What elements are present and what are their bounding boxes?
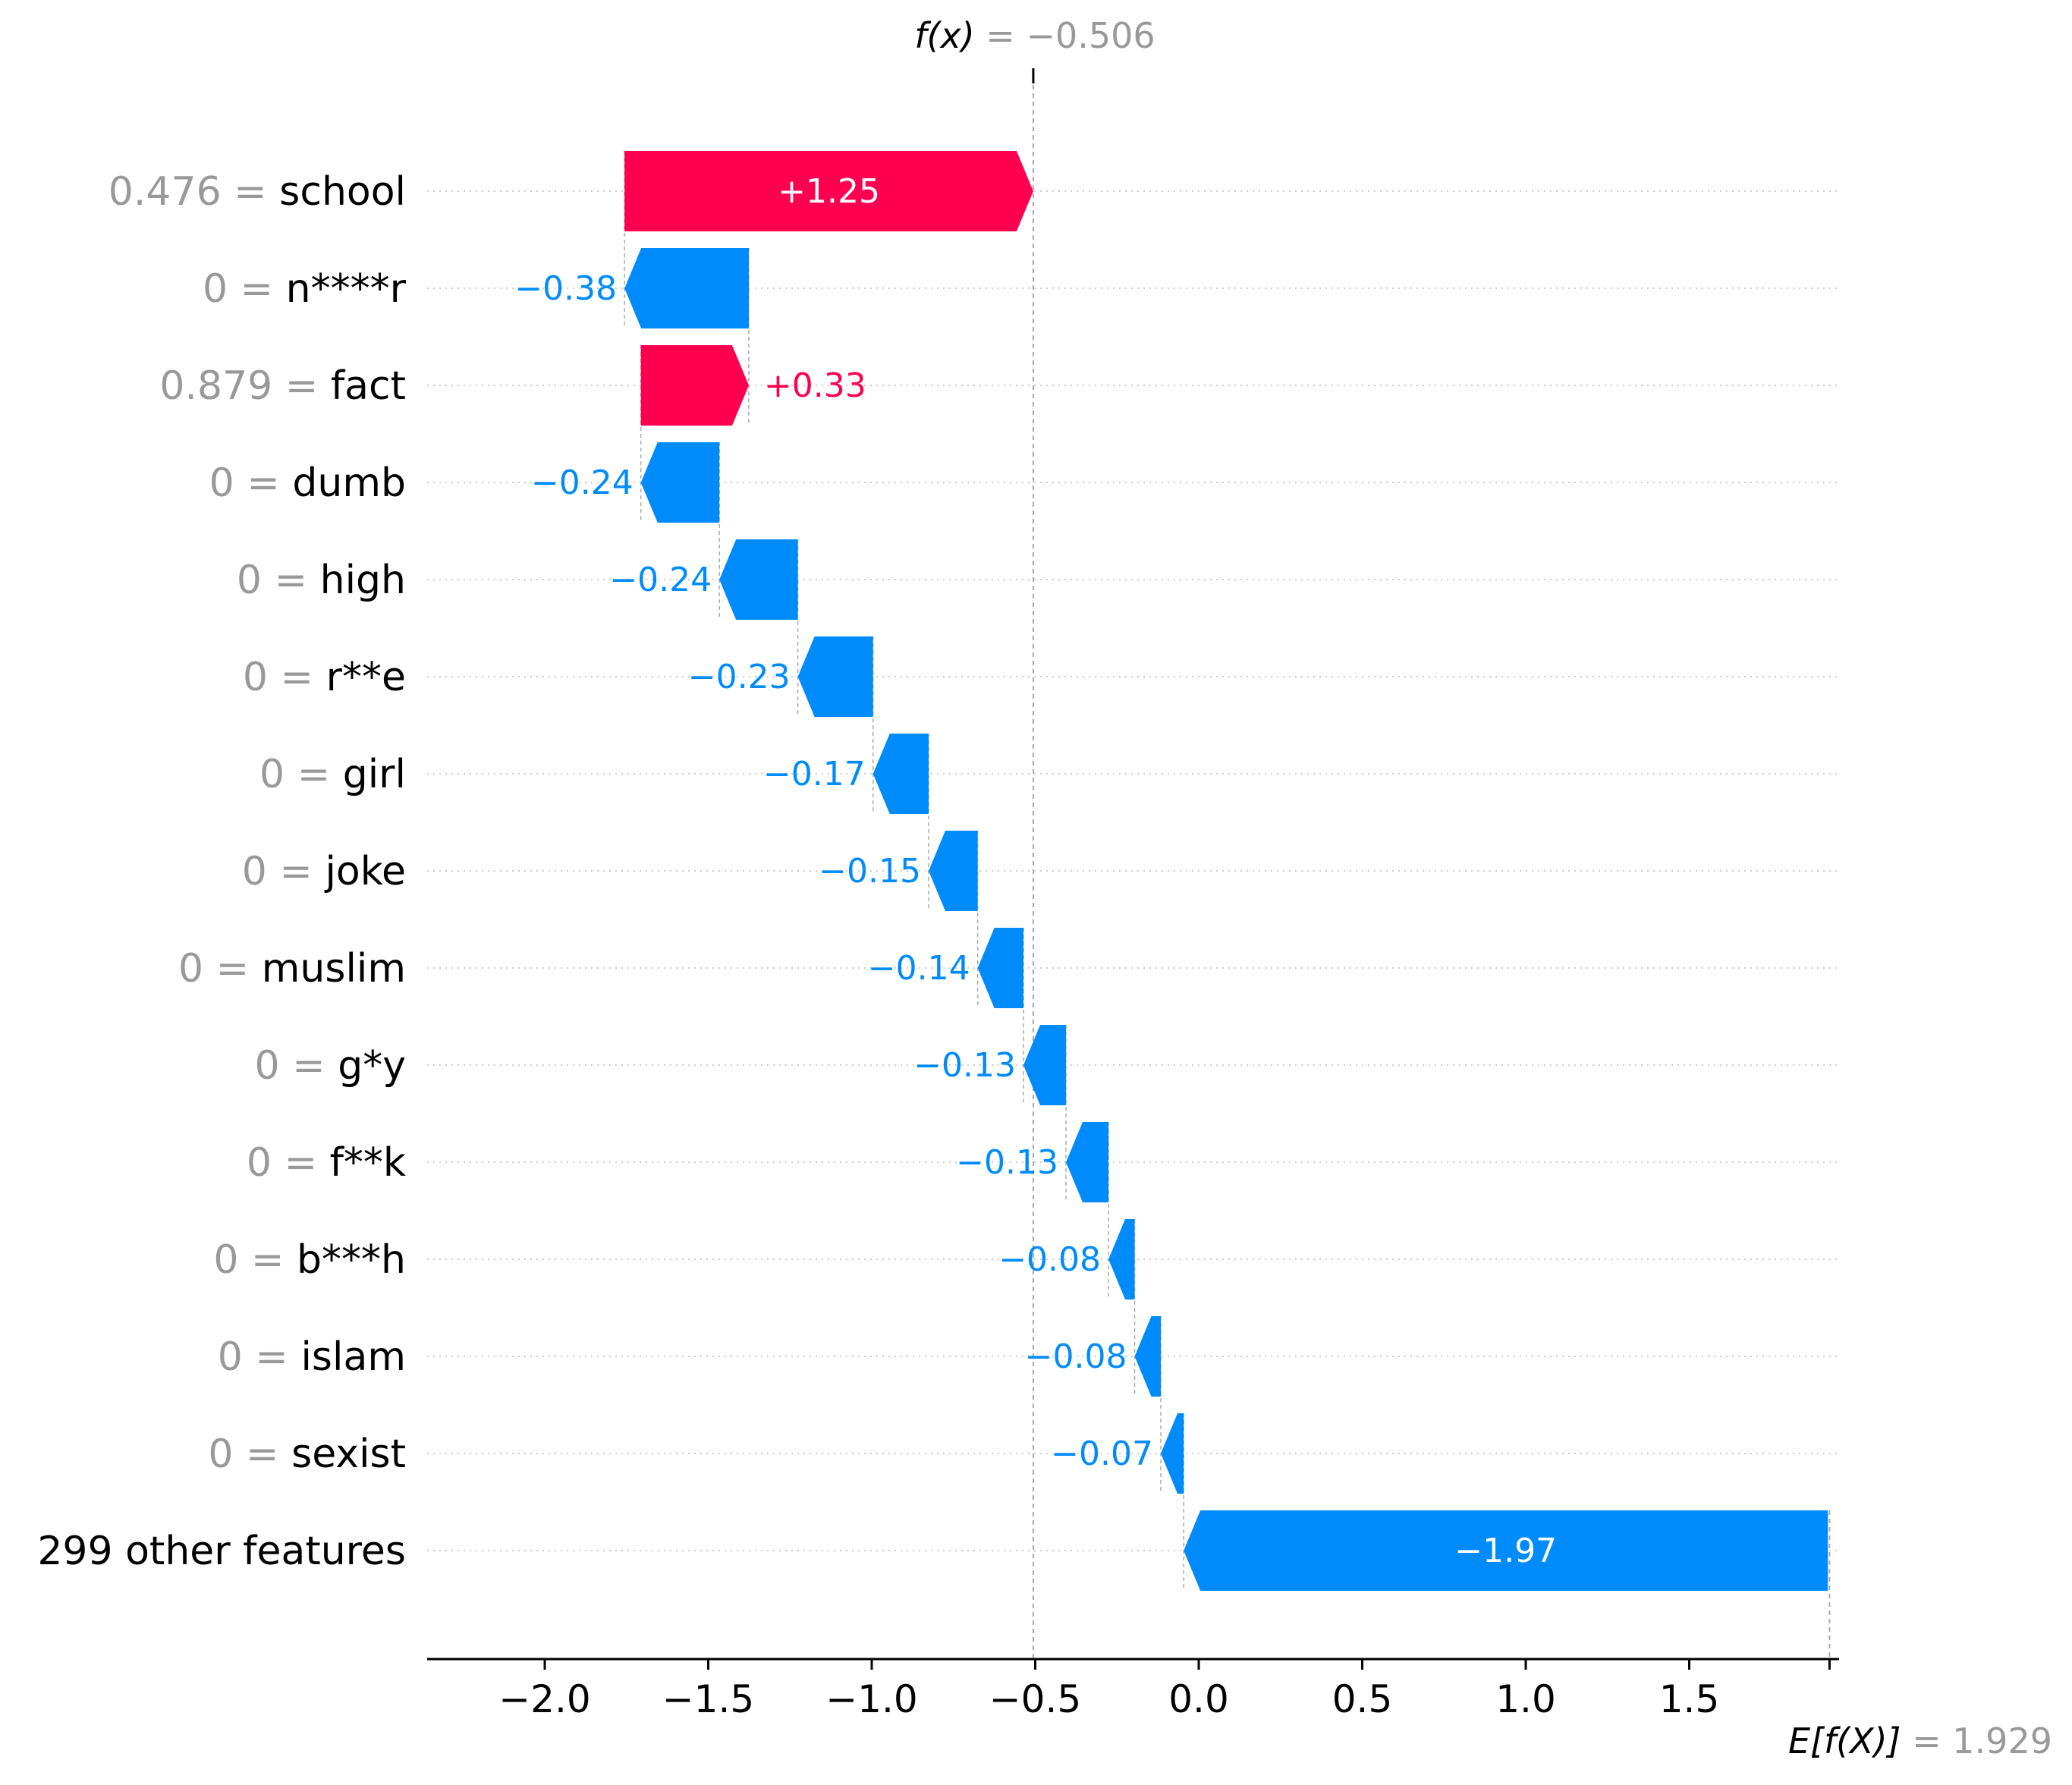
feature-name: sexist <box>291 1431 406 1477</box>
contribution-bar-9 <box>977 928 1023 1008</box>
contribution-label-1: +1.25 <box>778 172 880 211</box>
contribution-label-11: −0.13 <box>956 1143 1058 1182</box>
feature-name: islam <box>300 1334 406 1380</box>
feature-value: 0 = <box>218 1334 301 1380</box>
contribution-bar-10 <box>1023 1025 1067 1105</box>
contribution-bar-8 <box>928 831 978 911</box>
contribution-label-12: −0.08 <box>998 1240 1101 1279</box>
feature-value: 0 = <box>213 1237 297 1283</box>
feature-label-2: 0 = n****r <box>203 266 407 312</box>
contribution-bar-12 <box>1108 1219 1135 1299</box>
contribution-label-10: −0.13 <box>913 1046 1016 1085</box>
contribution-bar-1 <box>624 151 1033 231</box>
contribution-bar-11 <box>1066 1122 1109 1202</box>
feature-name: b***h <box>297 1237 406 1283</box>
x-axis: −2.0 −1.5 −1.0 −0.5 0.0 0.5 1.0 1.5 <box>427 1658 1839 1721</box>
base-value-label: E[f(X)] = 1.929 <box>1788 1721 2052 1761</box>
feature-label-8: 0 = joke <box>242 849 406 894</box>
feature-label-4: 0 = dumb <box>209 460 406 506</box>
feature-label-14: 0 = sexist <box>208 1431 406 1477</box>
x-tick-label: 0.5 <box>1332 1677 1393 1721</box>
feature-value: 0 = <box>243 655 326 700</box>
contribution-bar-3 <box>640 345 749 426</box>
x-tick-label: −0.5 <box>989 1677 1081 1721</box>
feature-value: 0 = <box>209 460 293 506</box>
feature-value: 0 = <box>178 946 262 991</box>
contribution-labels: +1.25 −0.38 +0.33 −0.24 −0.24 −0.23 −0.17 −0.15… <box>514 172 1557 1570</box>
x-tick-label: 1.5 <box>1659 1677 1720 1721</box>
connector-guides <box>624 68 1831 1659</box>
contribution-bar-15 <box>1184 1510 1828 1591</box>
feature-name: muslim <box>262 946 406 991</box>
x-tick-label: −1.5 <box>662 1677 754 1721</box>
contribution-bars <box>624 151 1828 1591</box>
output-value-label: f(x) = −0.506 <box>914 15 1155 56</box>
contribution-bar-13 <box>1134 1316 1162 1397</box>
feature-label-6: 0 = r**e <box>243 655 406 700</box>
x-tick-label: 0.0 <box>1168 1677 1229 1721</box>
feature-label-12: 0 = b***h <box>213 1237 406 1283</box>
contribution-label-2: −0.38 <box>514 269 617 308</box>
feature-name: girl <box>343 752 406 797</box>
feature-label-1: 0.476 = school <box>108 169 406 215</box>
contribution-label-4: −0.24 <box>531 464 634 502</box>
contribution-label-8: −0.15 <box>819 852 921 891</box>
contribution-label-6: −0.23 <box>688 658 791 696</box>
contribution-label-3: +0.33 <box>764 366 866 405</box>
feature-name: f**k <box>330 1140 406 1186</box>
feature-value: 0.879 = <box>159 363 331 409</box>
feature-label-10: 0 = g*y <box>255 1043 407 1089</box>
contribution-label-7: −0.17 <box>763 755 866 794</box>
contribution-bar-7 <box>873 734 929 814</box>
contribution-label-5: −0.24 <box>609 561 712 599</box>
feature-label-9: 0 = muslim <box>178 946 406 991</box>
feature-label-3: 0.879 = fact <box>159 363 406 409</box>
contribution-label-14: −0.07 <box>1051 1435 1153 1473</box>
x-tick-label: −1.0 <box>825 1677 917 1721</box>
feature-label-5: 0 = high <box>237 558 406 603</box>
feature-value: 0 = <box>259 752 343 797</box>
feature-label-13: 0 = islam <box>218 1334 406 1380</box>
feature-name: r**e <box>326 655 406 700</box>
feature-name: 299 other features <box>37 1529 406 1574</box>
feature-name: g*y <box>338 1043 406 1089</box>
feature-value: 0 = <box>237 558 320 603</box>
x-tick-label: −2.0 <box>498 1677 590 1721</box>
feature-name: fact <box>331 363 406 409</box>
feature-value: 0 = <box>208 1431 291 1477</box>
feature-name: high <box>320 558 406 603</box>
contribution-bar-14 <box>1161 1413 1184 1494</box>
contribution-bar-2 <box>624 248 749 328</box>
feature-name: n****r <box>286 266 407 312</box>
feature-labels: 0.476 = school 0 = n****r 0.879 = fact 0 = … <box>37 169 406 1574</box>
feature-name: joke <box>324 849 406 894</box>
row-gridlines <box>427 190 1839 1551</box>
feature-label-15: 299 other features <box>37 1529 406 1574</box>
feature-label-11: 0 = f**k <box>247 1140 406 1186</box>
feature-label-7: 0 = girl <box>259 752 406 797</box>
feature-value: 0.476 = <box>108 169 280 215</box>
feature-value: 0 = <box>247 1140 330 1186</box>
feature-value: 0 = <box>203 266 286 312</box>
feature-value: 0 = <box>255 1043 338 1089</box>
x-tick-label: 1.0 <box>1495 1677 1556 1721</box>
feature-value: 0 = <box>242 849 325 894</box>
contribution-label-9: −0.14 <box>868 949 970 988</box>
contribution-bar-6 <box>797 636 873 717</box>
contribution-bar-4 <box>640 442 720 523</box>
contribution-bar-5 <box>719 539 798 620</box>
feature-name: dumb <box>292 460 406 506</box>
feature-name: school <box>279 169 406 215</box>
contribution-label-15: −1.97 <box>1454 1532 1557 1570</box>
contribution-label-13: −0.08 <box>1025 1337 1127 1376</box>
